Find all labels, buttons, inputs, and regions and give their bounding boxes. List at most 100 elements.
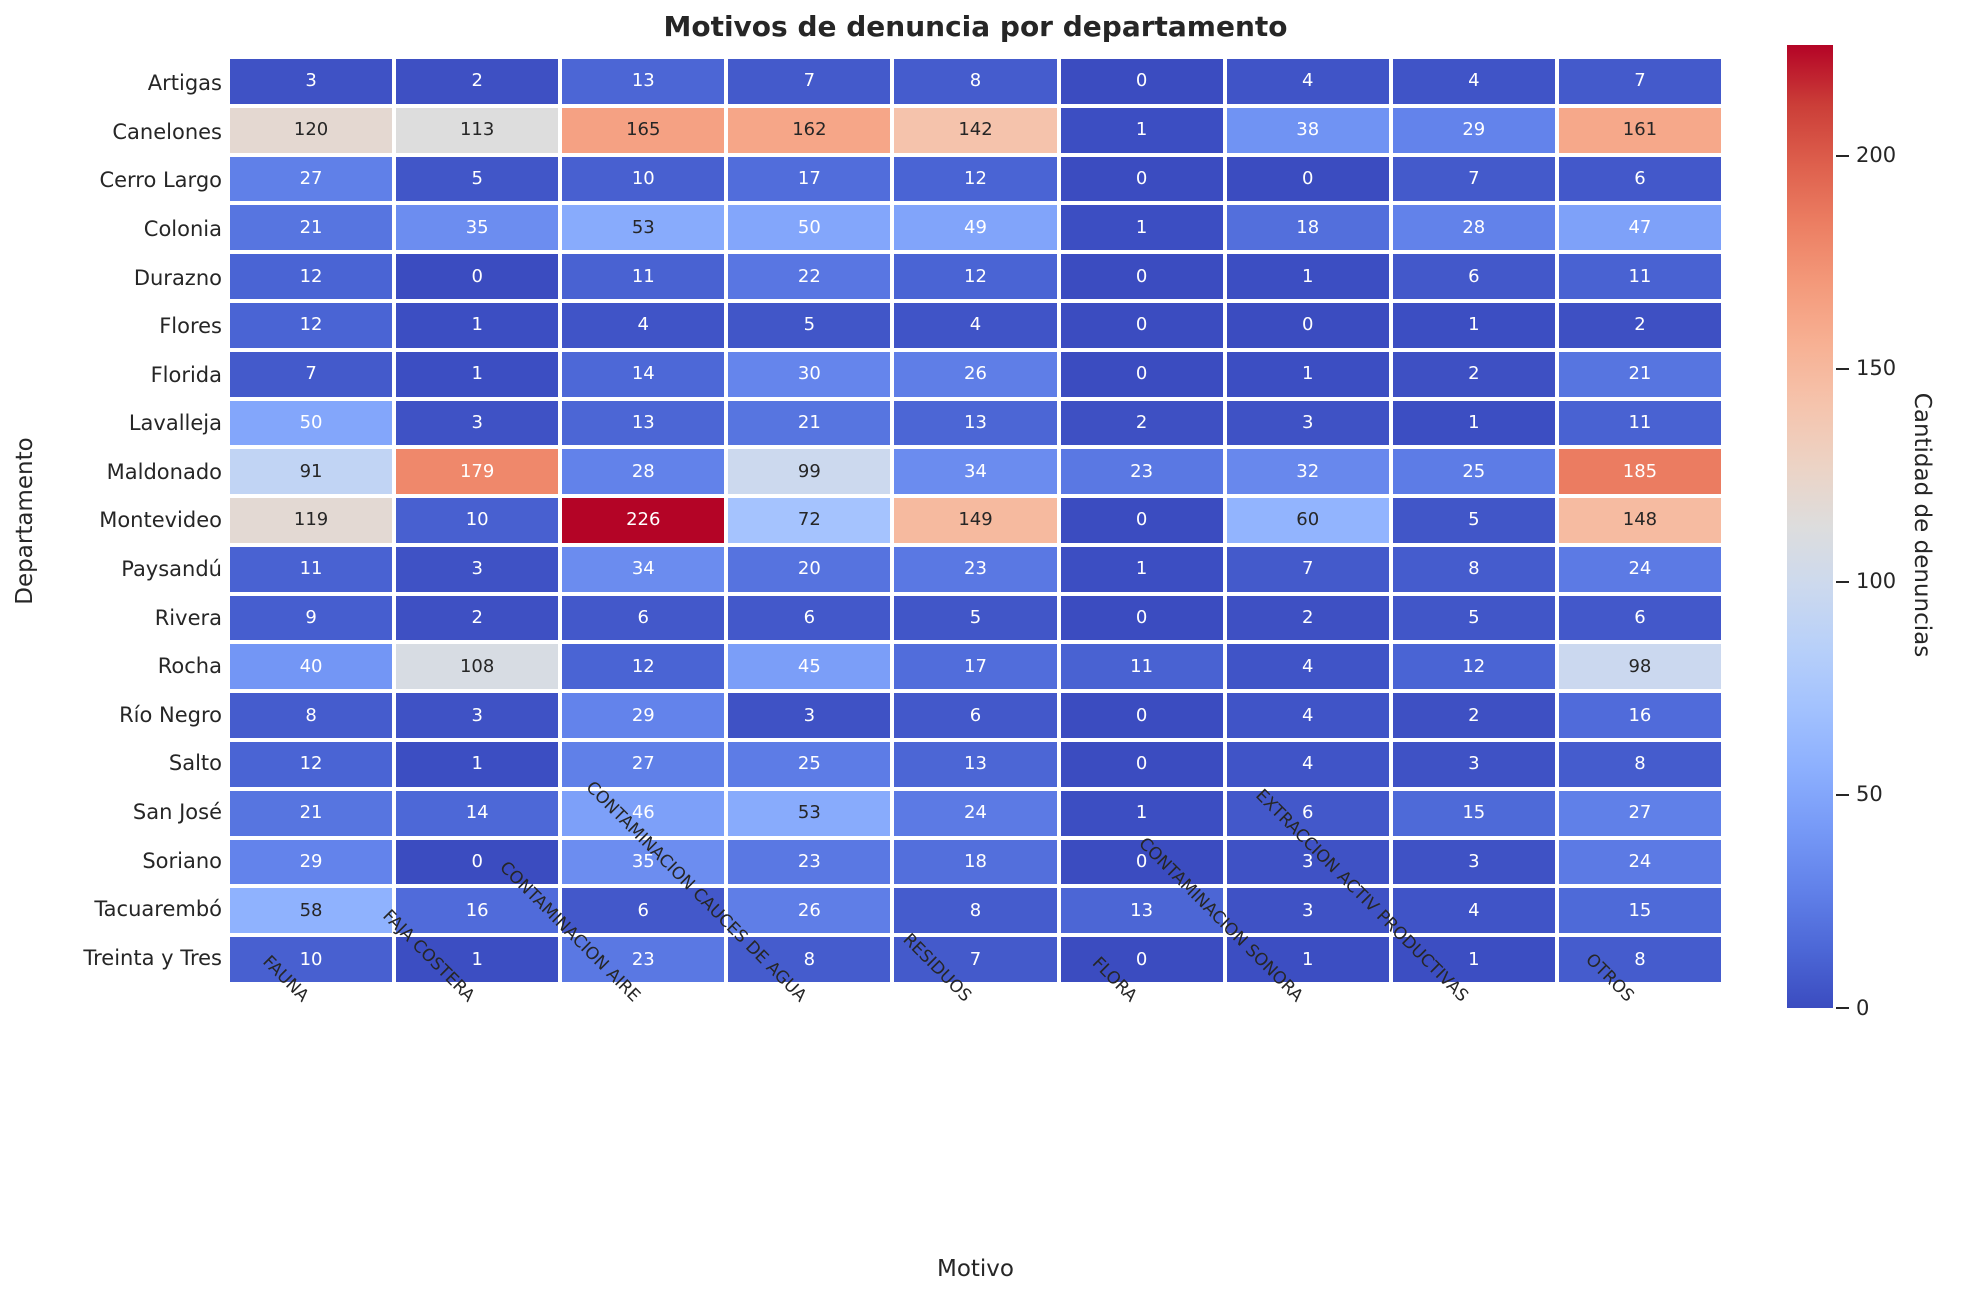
heatmap-cell: 3 bbox=[1392, 742, 1555, 787]
heatmap-cell: 1 bbox=[1060, 205, 1223, 251]
heatmap-cell: 10 bbox=[562, 156, 725, 202]
y-axis-title: Departamento bbox=[12, 437, 38, 605]
heatmap-cell: 3 bbox=[1392, 839, 1555, 885]
heatmap-cell: 17 bbox=[728, 156, 891, 202]
heatmap-cell: 8 bbox=[1558, 742, 1721, 787]
y-tick-label: San José bbox=[132, 799, 222, 824]
heatmap-cell: 38 bbox=[1226, 107, 1389, 153]
heatmap-cell: 13 bbox=[894, 742, 1057, 787]
heatmap-cell: 99 bbox=[728, 449, 891, 495]
heatmap-cell: 17 bbox=[894, 644, 1057, 690]
heatmap-cell: 29 bbox=[1392, 107, 1555, 153]
heatmap-cell: 21 bbox=[1558, 351, 1721, 397]
heatmap-cell: 2 bbox=[1392, 693, 1555, 739]
heatmap-cell: 13 bbox=[562, 400, 725, 446]
heatmap-cell: 45 bbox=[728, 644, 891, 690]
heatmap-cell: 6 bbox=[1392, 254, 1555, 299]
colorbar-tick-label: 50 bbox=[1856, 782, 1883, 807]
heatmap-cell: 49 bbox=[894, 205, 1057, 251]
heatmap-cell: 13 bbox=[1060, 888, 1223, 934]
heatmap-cell: 7 bbox=[728, 59, 891, 104]
heatmap-cell: 46 bbox=[562, 790, 725, 836]
y-tick-label: Maldonado bbox=[106, 459, 222, 484]
heatmap-cell: 0 bbox=[1060, 693, 1223, 739]
heatmap-cell: 7 bbox=[1226, 546, 1389, 592]
colorbar-tick-mark bbox=[1836, 1006, 1849, 1010]
heatmap-cell: 40 bbox=[230, 644, 393, 690]
heatmap-cell: 28 bbox=[562, 449, 725, 495]
colorbar-tick-label: 200 bbox=[1856, 143, 1897, 168]
heatmap-cell: 9 bbox=[230, 595, 393, 641]
heatmap-cell: 3 bbox=[1226, 400, 1389, 446]
heatmap-cell: 50 bbox=[728, 205, 891, 251]
heatmap-cell: 2 bbox=[1226, 595, 1389, 641]
heatmap-cell: 12 bbox=[230, 742, 393, 787]
heatmap-cell: 1 bbox=[396, 351, 559, 397]
y-tick-label: Lavalleja bbox=[128, 411, 222, 436]
heatmap-cell: 3 bbox=[396, 400, 559, 446]
heatmap-cell: 161 bbox=[1558, 107, 1721, 153]
heatmap-cell: 24 bbox=[1558, 839, 1721, 885]
colorbar-tick-mark bbox=[1836, 793, 1849, 797]
heatmap-cell: 2 bbox=[1060, 400, 1223, 446]
heatmap-cell: 0 bbox=[1060, 742, 1223, 787]
y-tick-label: Soriano bbox=[142, 848, 222, 873]
heatmap-cell: 32 bbox=[1226, 449, 1389, 495]
heatmap-cell: 0 bbox=[1060, 937, 1223, 982]
heatmap-cell: 6 bbox=[894, 693, 1057, 739]
heatmap-cell: 98 bbox=[1558, 644, 1721, 690]
heatmap-cell: 28 bbox=[1392, 205, 1555, 251]
heatmap-cell: 6 bbox=[728, 595, 891, 641]
heatmap-cell: 72 bbox=[728, 498, 891, 543]
heatmap-cell: 6 bbox=[1558, 156, 1721, 202]
y-tick-label: Colonia bbox=[143, 217, 222, 242]
heatmap-cell: 0 bbox=[1060, 595, 1223, 641]
heatmap-cell: 1 bbox=[1392, 400, 1555, 446]
heatmap-cell: 226 bbox=[562, 498, 725, 543]
heatmap-cell: 4 bbox=[562, 302, 725, 348]
heatmap-cell: 13 bbox=[894, 400, 1057, 446]
heatmap-cell: 27 bbox=[562, 742, 725, 787]
heatmap-cell: 22 bbox=[728, 254, 891, 299]
heatmap-cell: 4 bbox=[1392, 59, 1555, 104]
heatmap-cell: 3 bbox=[396, 693, 559, 739]
heatmap-cell: 8 bbox=[894, 59, 1057, 104]
colorbar-gradient bbox=[1787, 45, 1833, 1008]
heatmap-cell: 2 bbox=[396, 595, 559, 641]
heatmap-cell: 50 bbox=[230, 400, 393, 446]
heatmap-cell: 1 bbox=[1060, 546, 1223, 592]
heatmap-cell: 1 bbox=[1226, 937, 1389, 982]
heatmap-cell: 21 bbox=[728, 400, 891, 446]
heatmap-cell: 27 bbox=[230, 156, 393, 202]
heatmap-cell: 23 bbox=[562, 937, 725, 982]
heatmap-cell: 12 bbox=[1392, 644, 1555, 690]
heatmap-cell: 4 bbox=[894, 302, 1057, 348]
heatmap-cell: 2 bbox=[1558, 302, 1721, 348]
heatmap-cell: 149 bbox=[894, 498, 1057, 543]
colorbar-tick-mark bbox=[1836, 367, 1849, 371]
heatmap-cell: 120 bbox=[230, 107, 393, 153]
heatmap-cell: 11 bbox=[1558, 400, 1721, 446]
heatmap-cell: 53 bbox=[728, 790, 891, 836]
y-axis-tick-labels: Artigas Canelones Cerro Largo Colonia Durazn… bbox=[0, 59, 222, 982]
y-tick-label: Florida bbox=[150, 362, 222, 387]
heatmap-cell: 5 bbox=[1392, 595, 1555, 641]
heatmap-cell: 16 bbox=[1558, 693, 1721, 739]
heatmap-cell: 24 bbox=[894, 790, 1057, 836]
colorbar-tick-mark bbox=[1836, 580, 1849, 584]
heatmap-cell: 29 bbox=[562, 693, 725, 739]
heatmap-grid: 3 2 13 7 8 0 4 4 7 120 113 165 162 142 1 38 29 161 27 5 10 17… bbox=[230, 59, 1721, 982]
heatmap-cell: 5 bbox=[894, 595, 1057, 641]
heatmap-cell: 8 bbox=[894, 888, 1057, 934]
heatmap-cell: 7 bbox=[894, 937, 1057, 982]
heatmap-cell: 5 bbox=[1392, 498, 1555, 543]
x-axis-title: Motivo bbox=[936, 1256, 1014, 1282]
heatmap-cell: 6 bbox=[1226, 790, 1389, 836]
colorbar-tick-label: 0 bbox=[1856, 995, 1870, 1020]
heatmap-cell: 4 bbox=[1226, 742, 1389, 787]
heatmap-cell: 20 bbox=[728, 546, 891, 592]
colorbar-tick-label: 150 bbox=[1856, 356, 1897, 381]
heatmap-cell: 0 bbox=[1060, 254, 1223, 299]
heatmap-cell: 1 bbox=[1226, 254, 1389, 299]
